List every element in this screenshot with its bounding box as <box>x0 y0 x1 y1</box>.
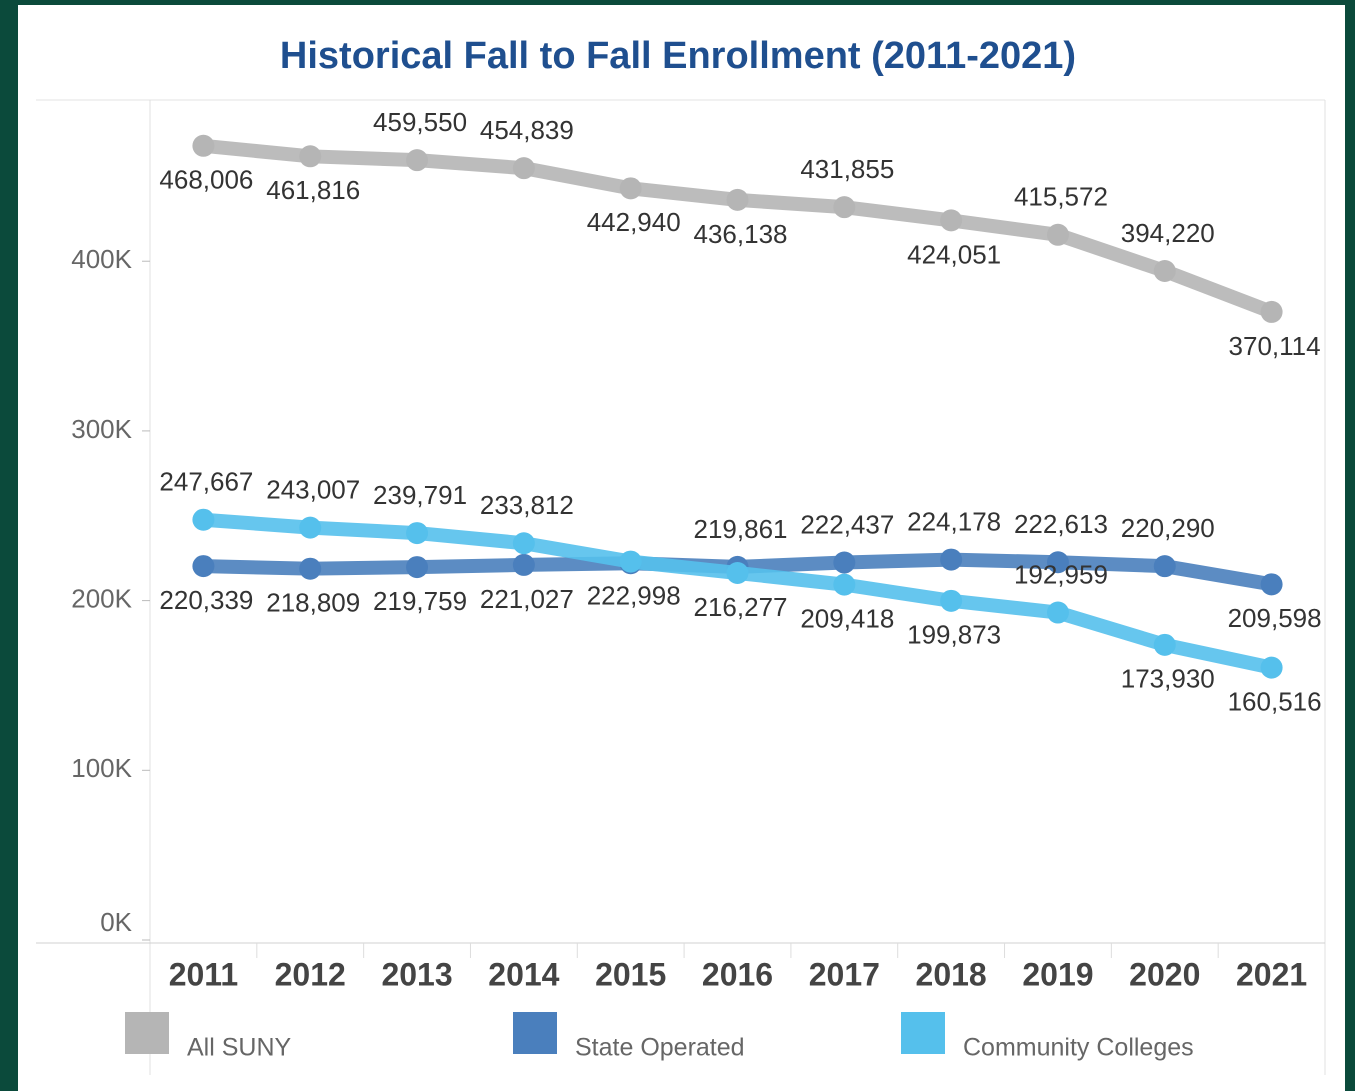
point <box>1260 656 1283 679</box>
data-label: 243,007 <box>266 474 360 504</box>
data-label: 461,816 <box>266 175 360 205</box>
point <box>299 145 322 168</box>
data-label: 394,220 <box>1121 218 1215 248</box>
x-tick-label: 2018 <box>916 956 987 992</box>
point <box>1260 300 1283 323</box>
data-label: 222,998 <box>587 580 681 610</box>
legend-label: All SUNY <box>187 1034 292 1062</box>
point <box>406 149 429 172</box>
data-label: 370,114 <box>1229 331 1321 361</box>
point <box>1153 633 1176 656</box>
data-label: 224,178 <box>907 506 1001 536</box>
point <box>406 522 429 545</box>
legend-swatch <box>901 1012 945 1054</box>
point <box>726 561 749 584</box>
legend-swatch <box>513 1012 557 1054</box>
y-tick-label: 100K <box>71 753 132 783</box>
data-label: 173,930 <box>1121 664 1215 694</box>
y-tick-label: 300K <box>71 414 132 444</box>
data-label: 216,277 <box>694 592 788 622</box>
point <box>299 516 322 539</box>
data-label: 222,437 <box>800 509 894 539</box>
x-tick-label: 2017 <box>809 956 880 992</box>
point <box>512 553 535 576</box>
point <box>1046 601 1069 624</box>
data-label: 415,572 <box>1014 182 1108 212</box>
legend-label: Community Colleges <box>963 1034 1194 1062</box>
point <box>619 177 642 200</box>
panel <box>18 5 1345 1091</box>
data-label: 209,598 <box>1228 603 1322 633</box>
point <box>192 134 215 157</box>
data-label: 209,418 <box>800 603 894 633</box>
x-tick-label: 2016 <box>702 956 773 992</box>
point <box>833 551 856 574</box>
x-tick-label: 2014 <box>488 956 559 992</box>
point <box>299 557 322 580</box>
x-tick-label: 2020 <box>1129 956 1200 992</box>
point <box>1260 573 1283 596</box>
point <box>833 573 856 596</box>
point <box>940 209 963 232</box>
x-tick-label: 2015 <box>595 956 666 992</box>
data-label: 442,940 <box>587 207 681 237</box>
x-tick-label: 2011 <box>169 956 238 992</box>
data-label: 218,809 <box>266 588 360 618</box>
point <box>619 550 642 573</box>
y-tick-label: 400K <box>71 244 132 274</box>
point <box>406 556 429 579</box>
data-label: 431,855 <box>800 154 894 184</box>
data-label: 459,550 <box>373 107 467 137</box>
point <box>1046 223 1069 246</box>
data-label: 233,812 <box>480 490 574 520</box>
data-label: 436,138 <box>694 219 788 249</box>
point <box>940 589 963 612</box>
point <box>1046 551 1069 574</box>
point <box>512 157 535 180</box>
point <box>192 508 215 531</box>
x-tick-label: 2019 <box>1022 956 1093 992</box>
point <box>940 548 963 571</box>
y-tick-label: 200K <box>71 583 132 613</box>
data-label: 221,027 <box>480 584 574 614</box>
data-label: 199,873 <box>907 620 1001 650</box>
data-label: 454,839 <box>480 115 574 145</box>
data-label: 219,861 <box>694 514 788 544</box>
x-tick-label: 2012 <box>275 956 346 992</box>
data-label: 468,006 <box>159 165 253 195</box>
point <box>1153 260 1176 283</box>
legend-label: State Operated <box>575 1034 745 1062</box>
data-label: 424,051 <box>907 239 1001 269</box>
x-tick-label: 2021 <box>1236 956 1307 992</box>
data-label: 220,290 <box>1121 513 1215 543</box>
point <box>833 196 856 219</box>
chart-title: Historical Fall to Fall Enrollment (2011… <box>280 35 1076 77</box>
data-label: 192,959 <box>1014 559 1108 589</box>
data-label: 239,791 <box>373 480 467 510</box>
data-label: 160,516 <box>1228 686 1322 716</box>
data-label: 219,759 <box>373 586 467 616</box>
y-tick-label: 0K <box>100 907 132 937</box>
point <box>1153 555 1176 578</box>
data-label: 222,613 <box>1014 509 1108 539</box>
x-tick-label: 2013 <box>381 956 452 992</box>
point <box>192 555 215 578</box>
data-label: 247,667 <box>159 467 253 497</box>
data-label: 220,339 <box>159 585 253 615</box>
point <box>512 532 535 555</box>
point <box>726 188 749 211</box>
legend-swatch <box>125 1012 169 1054</box>
